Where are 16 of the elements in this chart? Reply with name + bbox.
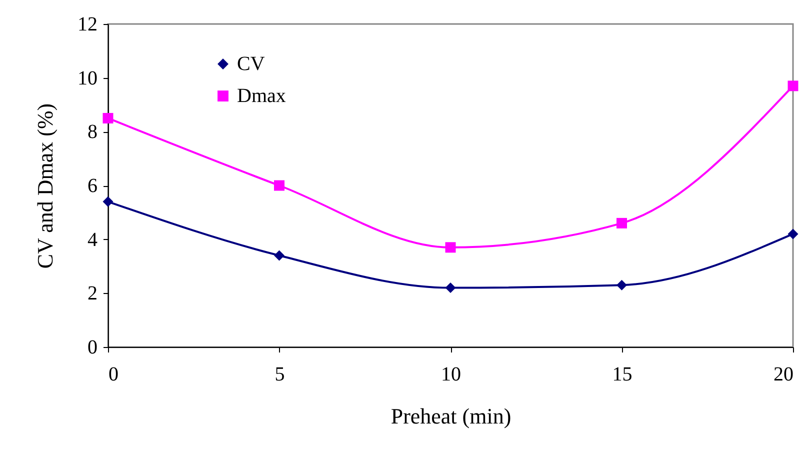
y-tick-label: 4 [88, 228, 98, 251]
x-tick-label: 15 [612, 364, 632, 386]
x-tick-label: 0 [108, 364, 118, 386]
y-tick-label: 0 [88, 336, 98, 358]
y-tick-label: 10 [78, 67, 98, 90]
y-tick-label: 12 [78, 14, 98, 36]
x-tick-label: 10 [441, 364, 461, 386]
y-tick-label: 6 [88, 175, 98, 197]
x-tick-label: 5 [274, 364, 285, 386]
legend-label: CV [237, 53, 266, 75]
legend-label: Dmax [237, 85, 286, 107]
y-tick-label: 2 [88, 282, 98, 305]
x-axis-title: Preheat (min) [390, 404, 512, 428]
y-tick-label: 8 [88, 121, 98, 144]
x-tick-label: 20 [774, 364, 794, 386]
y-axis-title: CV and Dmax (%) [32, 103, 58, 269]
